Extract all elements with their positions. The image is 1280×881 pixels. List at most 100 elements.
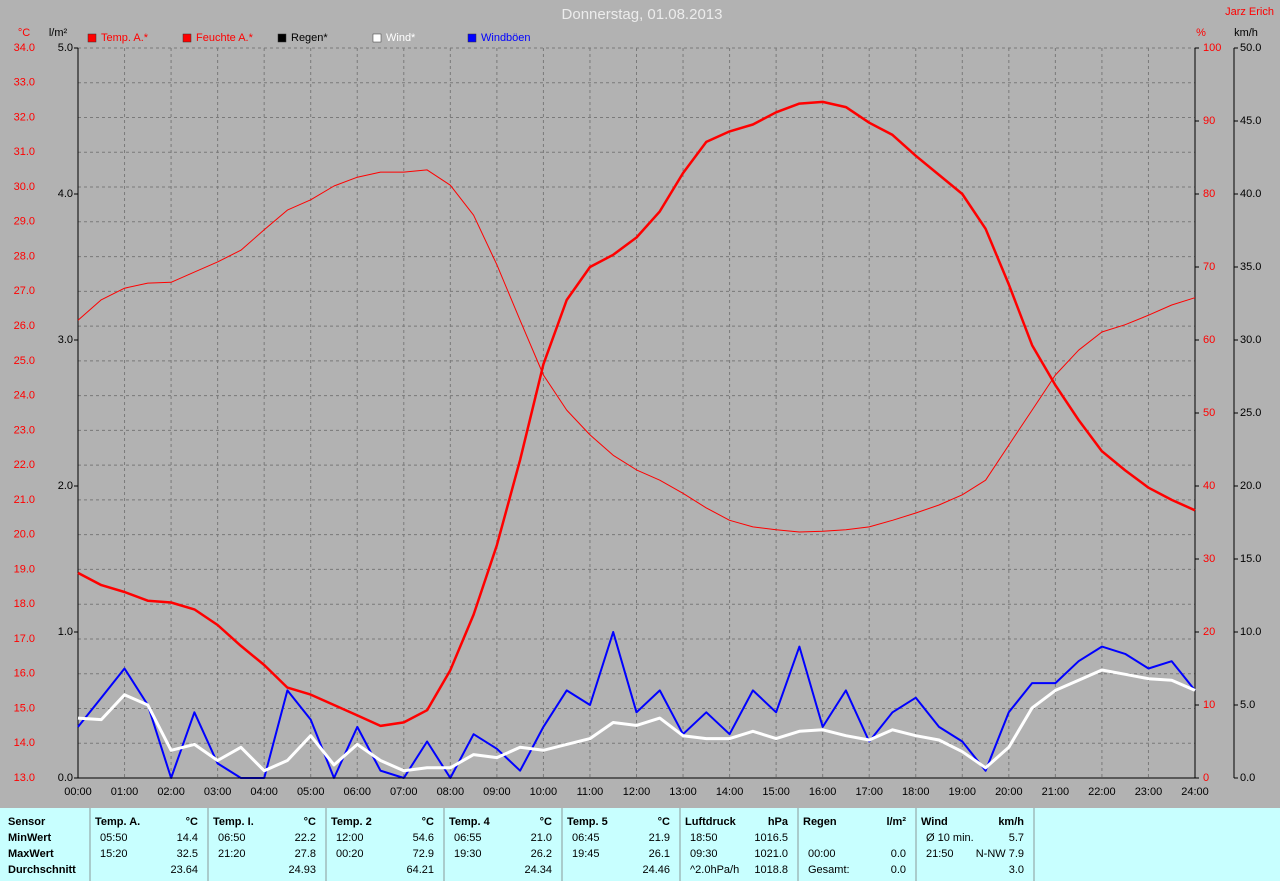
y-tick-label: 15.0: [14, 702, 35, 714]
cell-label: 06:50: [218, 832, 246, 844]
y3-tick-label: 10.0: [1240, 626, 1261, 638]
y-tick-label: 27.0: [14, 285, 35, 297]
x-tick-label: 05:00: [297, 786, 325, 798]
y2-tick-label: 30: [1203, 553, 1215, 565]
y-tick-label: 31.0: [14, 146, 35, 158]
x-tick-label: 03:00: [204, 786, 232, 798]
column-title: Temp. I.: [213, 816, 254, 828]
cell-value: 24.93: [288, 864, 316, 876]
y-tick-label: 20.0: [14, 529, 35, 541]
y2-tick-label: 50: [1203, 407, 1215, 419]
cell-value: 1016.5: [754, 832, 788, 844]
y-tick-label: 22.0: [14, 459, 35, 471]
legend-label: Regen*: [291, 32, 328, 44]
cell-label: 12:00: [336, 832, 364, 844]
column-unit: °C: [304, 816, 316, 828]
cell-value: 26.2: [531, 848, 552, 860]
column-title: Wind: [921, 816, 948, 828]
series-line: [77, 100, 1196, 728]
series-line: [77, 169, 1196, 533]
x-tick-label: 08:00: [437, 786, 465, 798]
cell-label: 18:50: [690, 832, 718, 844]
cell-value: 5.7: [1009, 832, 1024, 844]
cell-label: 05:50: [100, 832, 128, 844]
y3-axis-title: km/h: [1234, 27, 1258, 39]
x-tick-label: 23:00: [1135, 786, 1163, 798]
y3-tick-label: 5.0: [1240, 699, 1255, 711]
cell-value: 27.8: [295, 848, 316, 860]
author: Jarz Erich: [1225, 6, 1274, 18]
column-unit: km/h: [998, 816, 1024, 828]
y2-tick-label: 0: [1203, 772, 1209, 784]
cell-value: 3.0: [1009, 864, 1024, 876]
cell-value: 24.34: [524, 864, 552, 876]
x-tick-label: 21:00: [1042, 786, 1070, 798]
x-tick-label: 12:00: [623, 786, 651, 798]
x-tick-label: 01:00: [111, 786, 139, 798]
cell-value: 0.0: [891, 848, 906, 860]
column-title: Temp. 5: [567, 816, 608, 828]
y3-tick-label: 35.0: [1240, 261, 1261, 273]
table-background: [0, 808, 1280, 881]
y4-tick-label: 2.0: [58, 480, 73, 492]
cell-value: N-NW 7.9: [976, 848, 1024, 860]
legend-label: Temp. A.*: [101, 32, 149, 44]
column-title: Temp. A.: [95, 816, 140, 828]
y2-axis-title: %: [1196, 27, 1206, 39]
x-tick-label: 18:00: [902, 786, 930, 798]
y3-tick-label: 30.0: [1240, 334, 1261, 346]
cell-label: 06:45: [572, 832, 600, 844]
column-unit: hPa: [768, 816, 789, 828]
x-tick-label: 19:00: [949, 786, 977, 798]
x-tick-label: 10:00: [530, 786, 558, 798]
y2-tick-label: 60: [1203, 334, 1215, 346]
cell-label: Gesamt:: [808, 864, 850, 876]
cell-label: 15:20: [100, 848, 128, 860]
cell-label: Ø 10 min.: [926, 832, 974, 844]
series-line: [77, 668, 1196, 773]
y3-tick-label: 20.0: [1240, 480, 1261, 492]
cell-value: 24.46: [642, 864, 670, 876]
stats-table: Sensor MinWert MaxWert Durchschnitt Temp. A.…: [0, 808, 1280, 881]
y-tick-label: 34.0: [14, 42, 35, 54]
x-tick-label: 07:00: [390, 786, 418, 798]
cell-value: 1018.8: [754, 864, 788, 876]
legend-swatch: [467, 33, 477, 43]
cell-value: 26.1: [649, 848, 670, 860]
cell-label: 19:30: [454, 848, 482, 860]
x-tick-label: 11:00: [577, 786, 604, 798]
y4-tick-label: 0.0: [58, 772, 73, 784]
row-label: MaxWert: [8, 848, 54, 860]
y-tick-label: 33.0: [14, 77, 35, 89]
x-tick-label: 06:00: [343, 786, 371, 798]
cell-value: 32.5: [177, 848, 198, 860]
y-tick-label: 24.0: [14, 390, 35, 402]
x-tick-label: 22:00: [1088, 786, 1116, 798]
legend-label: Windböen: [481, 32, 531, 44]
y-axis-title: °C: [18, 27, 30, 39]
column-unit: °C: [186, 816, 198, 828]
legend-swatch: [182, 33, 192, 43]
cell-label: ^2.0hPa/h: [690, 864, 739, 876]
y3-tick-label: 45.0: [1240, 115, 1261, 127]
x-tick-label: 20:00: [995, 786, 1023, 798]
cell-label: 09:30: [690, 848, 718, 860]
cell-value: 54.6: [413, 832, 434, 844]
y3-tick-label: 50.0: [1240, 42, 1261, 54]
cell-value: 21.9: [649, 832, 670, 844]
cell-label: 00:00: [808, 848, 836, 860]
y-tick-label: 30.0: [14, 181, 35, 193]
column-unit: °C: [658, 816, 670, 828]
y-tick-label: 21.0: [14, 494, 35, 506]
y3-tick-label: 40.0: [1240, 188, 1261, 200]
x-tick-label: 24:00: [1181, 786, 1209, 798]
column-title: Luftdruck: [685, 816, 737, 828]
cell-value: 64.21: [406, 864, 434, 876]
y2-tick-label: 100: [1203, 42, 1221, 54]
y4-tick-label: 1.0: [58, 626, 73, 638]
y-tick-label: 25.0: [14, 355, 35, 367]
column-title: Temp. 2: [331, 816, 372, 828]
cell-value: 23.64: [170, 864, 198, 876]
